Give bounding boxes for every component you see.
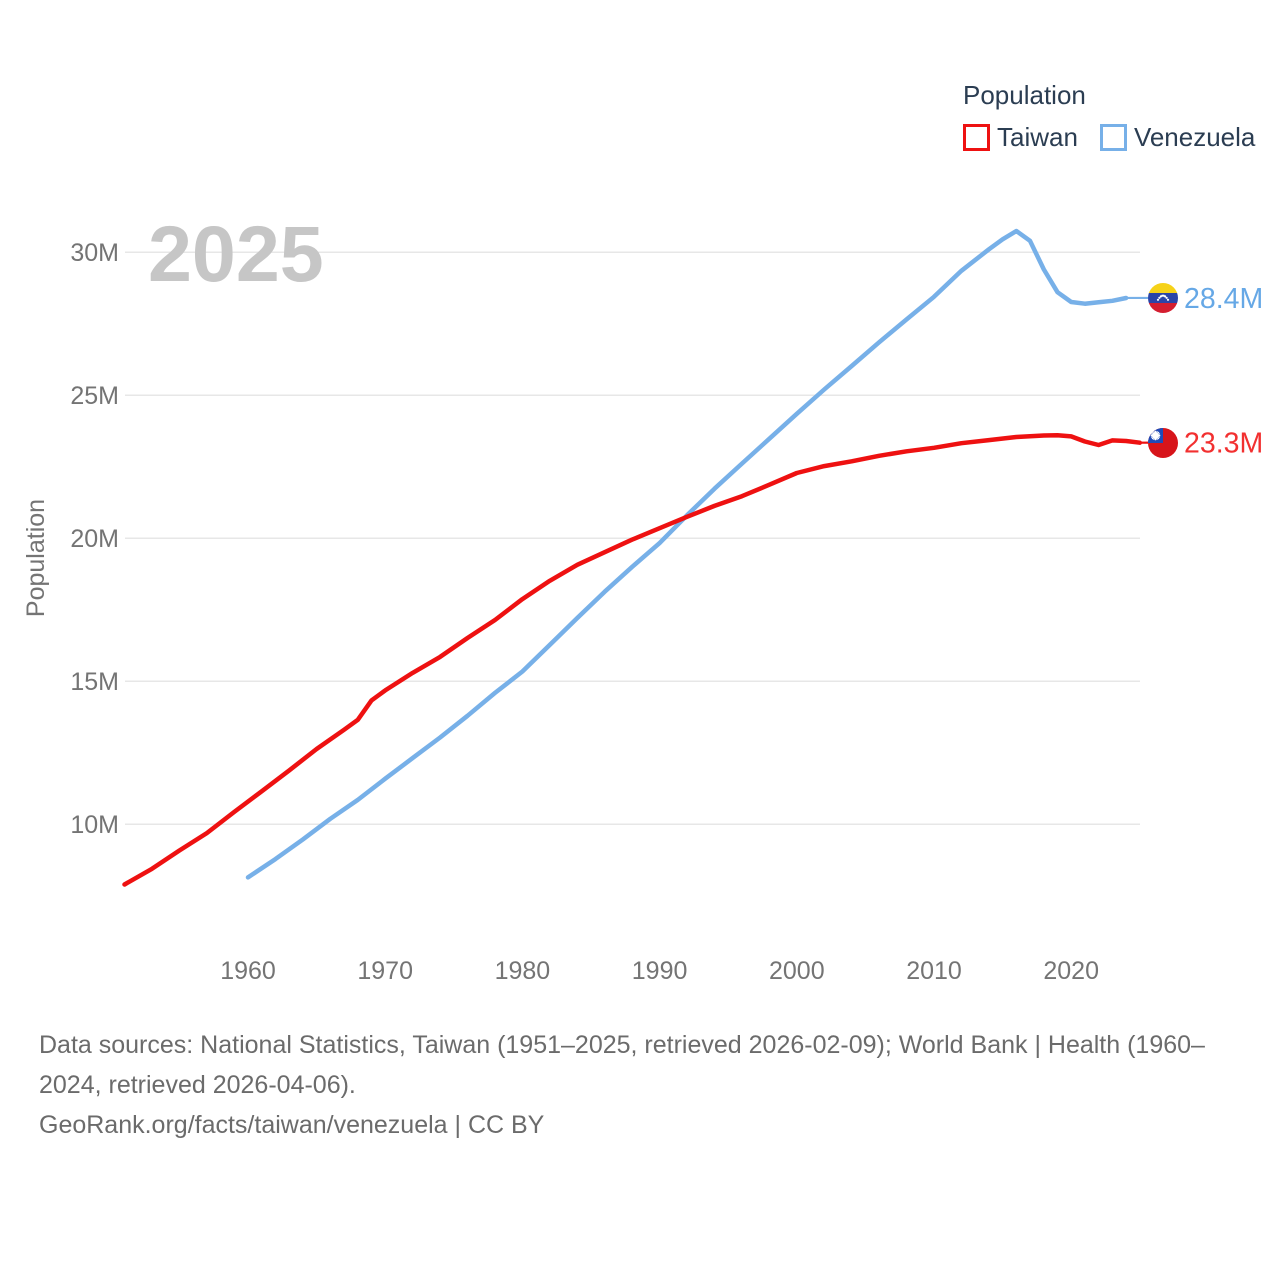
venezuela-end-value-label: 28.4M	[1184, 283, 1263, 315]
axis-labels: Population 10M 15M 20M 25M 30M 1960 1970 1980 19…	[22, 239, 1099, 985]
legend-title: Population	[963, 80, 1086, 110]
legend-item-taiwan[interactable]: Taiwan	[963, 122, 1078, 153]
venezuela-series-line[interactable]	[245, 228, 1129, 880]
y-tick-10M: 10M	[70, 811, 119, 839]
legend-item-taiwan-label: Taiwan	[997, 122, 1078, 152]
year-watermark: 2025	[148, 209, 324, 298]
series-end-labels: 28.4M 23.3M	[1184, 283, 1263, 460]
taiwan-end-value-label: 23.3M	[1184, 428, 1263, 460]
y-tick-15M: 15M	[70, 668, 119, 696]
chart-legend: Population Taiwan Venezuela	[963, 80, 1255, 153]
x-tick-1960: 1960	[220, 957, 276, 985]
x-tick-2010: 2010	[906, 957, 962, 985]
y-axis-title: Population	[22, 499, 50, 617]
attribution-text: GeoRank.org/facts/taiwan/venezuela | CC …	[39, 1111, 545, 1139]
x-tick-1980: 1980	[495, 957, 551, 985]
data-sources-text: Data sources: National Statistics, Taiwa…	[39, 1031, 1205, 1099]
x-tick-2000: 2000	[769, 957, 825, 985]
taiwan-flag-icon	[1148, 428, 1178, 458]
venezuela-series-swatch-icon	[1099, 124, 1127, 151]
venezuela-flag-icon	[1148, 283, 1178, 313]
x-tick-1990: 1990	[632, 957, 688, 985]
y-tick-30M: 30M	[70, 239, 119, 267]
x-tick-1970: 1970	[357, 957, 413, 985]
taiwan-series-line[interactable]	[122, 432, 1143, 887]
legend-item-venezuela-label: Venezuela	[1133, 122, 1256, 152]
y-tick-25M: 25M	[70, 382, 119, 410]
taiwan-series-swatch-icon	[963, 124, 990, 151]
series-lines	[122, 228, 1148, 887]
y-tick-20M: 20M	[70, 525, 119, 553]
legend-item-venezuela[interactable]: Venezuela	[1099, 122, 1256, 153]
chart-footer: Data sources: National Statistics, Taiwa…	[39, 1025, 1251, 1145]
legend-items: Taiwan Venezuela	[963, 122, 1255, 153]
x-tick-2020: 2020	[1043, 957, 1099, 985]
